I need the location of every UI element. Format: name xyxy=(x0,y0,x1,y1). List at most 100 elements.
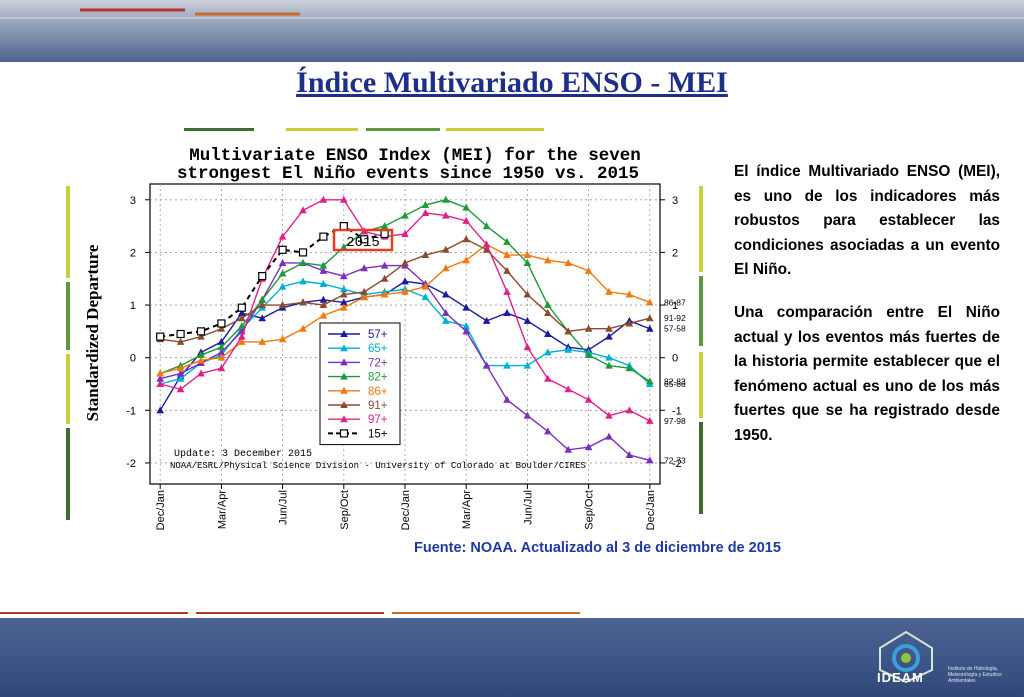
data-point xyxy=(156,369,164,377)
ideam-logo-icon xyxy=(879,630,933,684)
data-point xyxy=(258,301,266,309)
series-86: 86-87 xyxy=(156,240,686,377)
data-point xyxy=(523,411,532,419)
data-point xyxy=(625,451,634,459)
data-point xyxy=(238,314,246,322)
mei-chart-svg: Multivariate ENSO Index (MEI) for the se… xyxy=(83,146,686,531)
data-point xyxy=(299,298,307,306)
data-point xyxy=(625,319,634,327)
data-point xyxy=(584,351,593,359)
x-tick-label: Sep/Oct xyxy=(339,490,351,530)
data-point xyxy=(340,195,348,203)
info-paragraph-1: El índice Multivariado ENSO (MEI), es un… xyxy=(734,163,1000,279)
data-point xyxy=(258,337,266,345)
data-point xyxy=(197,332,205,340)
data-point xyxy=(238,332,246,340)
data-point xyxy=(625,406,634,414)
data-point xyxy=(319,266,328,274)
ticks-layer: -2 -2 -1 -1 0 0 1 1 2 2 3 3 Dec/Jan Mar/Apr Jun/Jul Sep… xyxy=(126,195,682,531)
data-point xyxy=(462,303,470,311)
y-tick-label: 1 xyxy=(130,300,136,312)
data-point xyxy=(380,261,389,269)
bottom-decorative-lines xyxy=(0,612,580,614)
data-point xyxy=(523,251,532,259)
data-point xyxy=(197,351,205,359)
data-point xyxy=(462,256,470,264)
data-point xyxy=(401,258,409,266)
highlight-2015-box xyxy=(332,228,394,252)
data-point xyxy=(278,335,287,343)
data-point xyxy=(278,269,287,277)
data-point xyxy=(299,324,307,332)
data-point xyxy=(197,356,205,364)
data-point xyxy=(442,245,450,253)
right-accent-bars xyxy=(699,186,703,514)
logo-text: IDEAM xyxy=(877,670,924,685)
chart-legend: 57+ 65+ 72+ 82+ 86+ 91+ 97+ 15+ xyxy=(319,322,401,446)
data-point xyxy=(442,195,450,203)
data-point xyxy=(380,229,389,239)
data-point xyxy=(156,380,164,387)
data-point xyxy=(442,264,450,272)
data-point xyxy=(584,324,593,332)
y-tick-label-right: 1 xyxy=(672,300,678,312)
data-point xyxy=(605,324,613,332)
data-point xyxy=(605,361,613,369)
data-point xyxy=(319,280,328,287)
data-point xyxy=(380,290,389,298)
logo-subtext: Instituto de Hidrología, Meteorología y … xyxy=(948,666,1002,684)
data-point xyxy=(503,237,511,245)
data-point xyxy=(584,443,593,451)
data-point xyxy=(217,348,226,356)
data-point xyxy=(462,203,470,211)
data-point xyxy=(176,385,185,393)
legend-label: 97+ xyxy=(368,414,388,426)
data-point xyxy=(564,345,572,353)
y-tick-label: -1 xyxy=(126,405,136,417)
legend-label: 15+ xyxy=(368,428,388,440)
data-point xyxy=(544,308,552,316)
data-point xyxy=(197,369,205,377)
data-point xyxy=(217,353,226,361)
data-point xyxy=(156,374,164,382)
data-point xyxy=(278,258,287,266)
data-point xyxy=(564,445,572,453)
mei-chart: Multivariate ENSO Index (MEI) for the se… xyxy=(78,138,698,532)
data-point xyxy=(442,290,450,298)
data-point xyxy=(523,361,532,369)
data-point xyxy=(421,208,430,216)
x-tick-label: Dec/Jan xyxy=(155,490,167,530)
data-point xyxy=(298,248,308,257)
data-point xyxy=(605,411,613,419)
data-point xyxy=(544,348,552,356)
bottom-banner xyxy=(0,618,1024,697)
data-point xyxy=(176,364,185,372)
series-layer: 57-58 65-66 72-73 82-83 86-87 91-92 97-98 xyxy=(156,195,686,465)
data-point xyxy=(646,456,654,464)
data-point xyxy=(340,290,348,298)
data-point xyxy=(605,353,613,361)
series-end-label: 82-83 xyxy=(664,376,686,386)
x-tick-label: Mar/Apr xyxy=(216,490,228,529)
data-point xyxy=(340,386,348,394)
data-point xyxy=(605,287,613,295)
y-tick-label: 0 xyxy=(130,353,136,365)
data-point xyxy=(278,282,287,290)
data-point xyxy=(503,251,511,259)
data-point xyxy=(156,406,164,414)
data-point xyxy=(340,358,348,366)
data-point xyxy=(360,235,369,244)
legend-label: 91+ xyxy=(368,400,388,412)
data-point xyxy=(299,206,307,214)
data-point xyxy=(421,251,430,259)
update-note: Update: 3 December 2015 xyxy=(174,448,312,460)
data-point xyxy=(503,266,511,274)
data-point xyxy=(319,261,328,269)
x-tick-label: Dec/Jan xyxy=(400,490,412,530)
data-point xyxy=(482,316,491,324)
x-tick-label: Jun/Jul xyxy=(278,490,290,525)
data-point xyxy=(646,324,654,332)
data-point xyxy=(646,298,654,306)
y-tick-label-right: -2 xyxy=(672,458,682,470)
data-point xyxy=(462,322,470,330)
